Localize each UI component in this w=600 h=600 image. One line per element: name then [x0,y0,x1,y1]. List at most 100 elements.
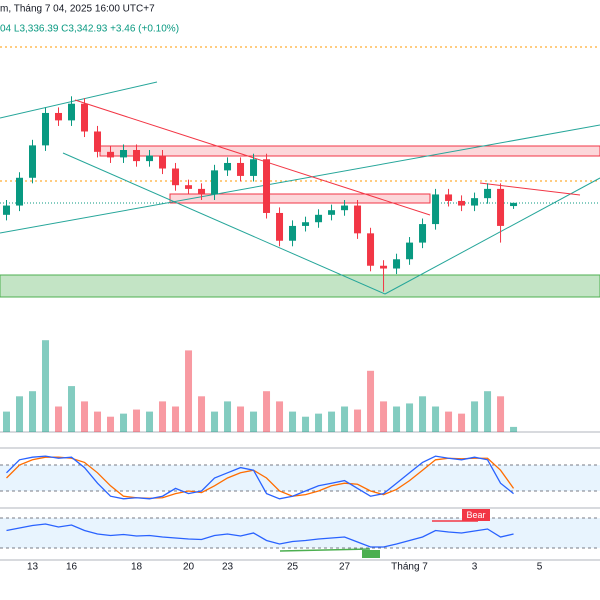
volume-bar [419,396,427,432]
candle-body [198,188,206,195]
candle-body [497,188,505,226]
candle-body [172,168,180,186]
volume-bar [302,416,310,432]
volume-bar [445,411,453,432]
candle-body [289,225,297,241]
candle-body [471,198,479,206]
candle-body [458,200,466,206]
volume-bar [263,391,271,432]
candle-body [419,224,427,243]
candle-body [263,159,271,213]
volume-bar [42,340,50,432]
candle-body [42,112,50,146]
x-tick-label: 20 [183,562,195,573]
volume-bar [250,411,258,432]
volume-bar [328,411,336,432]
header-ohlc: 04 L3,336.39 C3,342.93 +3.46 (+0.10%) [0,24,179,35]
candle-body [3,205,11,215]
volume-bar [510,426,518,432]
volume-bar [497,396,505,432]
volume-bar [380,401,388,432]
volume-bar [3,411,11,432]
candle-body [55,112,63,121]
volume-bar [224,401,232,432]
volume-bar [237,406,245,432]
volume-bar [471,401,479,432]
x-tick-label: 16 [66,562,78,573]
x-tick-label: 3 [472,562,478,573]
trend-line [0,124,600,234]
volume-bar [185,350,193,432]
candle-body [185,185,193,189]
candle-body [315,214,323,223]
candle-body [107,151,115,158]
candle-body [341,205,349,211]
candle-body [406,242,414,260]
volume-bar [172,406,180,432]
candle-body [302,222,310,226]
candle-body [16,177,24,206]
header-title: m, Tháng 7 04, 2025 16:00 UTC+7 [0,4,155,15]
volume-bar [16,396,24,432]
candle-body [146,155,154,162]
candle-body [276,212,284,241]
candle-body [445,194,453,201]
bear-marker [462,509,490,521]
x-tick-label: 18 [131,562,143,573]
volume-bar [55,406,63,432]
stoch-d-line [6,456,515,499]
candle-body [250,159,258,176]
volume-bar [198,396,206,432]
bull-marker [362,550,380,558]
volume-bar [406,403,414,432]
x-tick-label: 5 [537,562,543,573]
volume-bar [81,401,89,432]
candle-body [94,131,102,152]
volume-bar [289,411,297,432]
trend-line [74,99,431,216]
candle-body [29,145,37,178]
candle-body [120,150,128,158]
candle-body [432,194,440,225]
rsi-band [0,518,600,548]
candle-body [159,155,167,169]
candle-body [224,162,232,171]
volume-bar [94,411,102,432]
supply-zone [99,145,600,157]
volume-bar [341,406,349,432]
stoch-band [0,465,600,491]
candle-body [237,162,245,176]
volume-bar [211,411,219,432]
candle-body [484,188,492,199]
candle-body [133,150,141,162]
candle-body [510,202,518,207]
x-tick-label: 25 [287,562,299,573]
volume-bar [107,416,115,432]
candle-body [211,170,219,195]
volume-bar [159,401,167,432]
volume-bar [120,413,128,432]
volume-bar [146,411,154,432]
supply-zone [169,193,431,204]
volume-bar [367,370,375,432]
volume-bar [432,406,440,432]
divergence-line [279,548,371,552]
trend-line [384,177,600,295]
bear-label: Bear [466,510,485,520]
candle-body [68,103,76,121]
candle-body [380,265,388,269]
volume-bar [68,386,76,432]
candle-body [367,233,375,266]
volume-bar [29,391,37,432]
volume-bar [354,409,362,432]
trend-line [479,182,581,196]
rsi-line [6,523,514,548]
volume-bar [458,413,466,432]
x-tick-label: Tháng 7 [391,562,428,573]
volume-bar [276,401,284,432]
x-tick-label: 27 [339,562,351,573]
x-tick-label: 23 [222,562,234,573]
volume-bar [393,406,401,432]
